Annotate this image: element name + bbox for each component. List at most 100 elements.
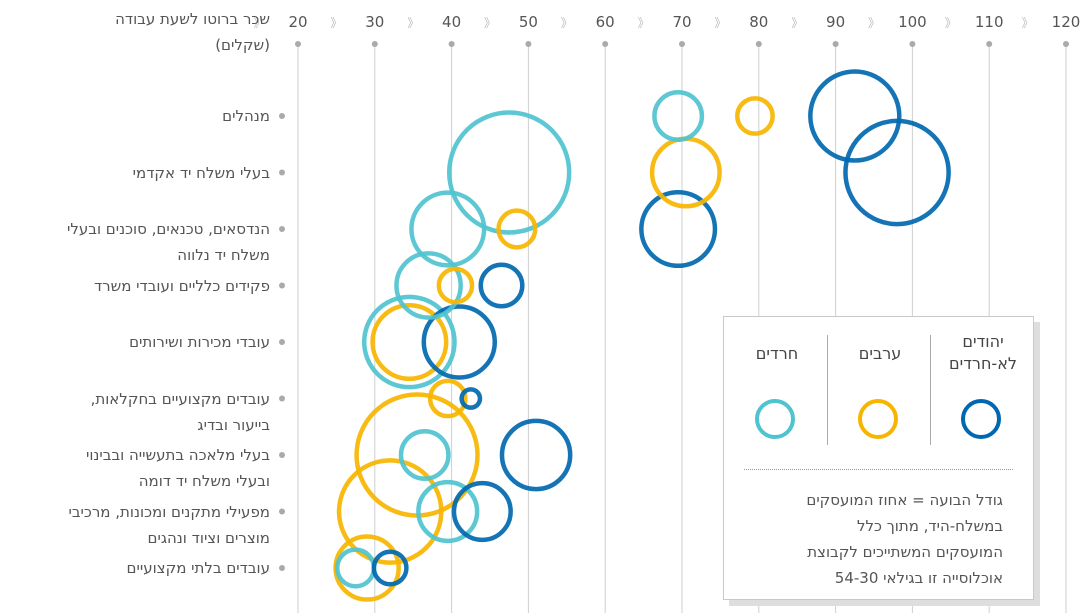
legend-item-non-haredi-jews: יהודים לא-חרדים <box>933 317 1033 447</box>
bubble <box>808 69 902 163</box>
category-label-line: מפעילי מתקנים ומכונות, מרכיבי <box>68 502 270 521</box>
category-label-line: עובדי מכירות ושירותים <box>129 333 270 351</box>
tick-dot <box>679 41 685 47</box>
legend-note-line: אוכלוסייה זו בגילאי 54-30 <box>834 569 1003 587</box>
tick-label: 110 <box>975 13 1004 31</box>
category-label-line: הנדסאים, טכנאים, סוכנים ובעלי <box>67 220 270 238</box>
tick-label: 20 <box>288 13 307 31</box>
tick-separator: 》 <box>561 16 573 30</box>
tick-dot <box>295 41 301 47</box>
tick-label: 30 <box>365 13 384 31</box>
category-label: מנהלים <box>222 103 270 129</box>
category-label-line: פקידים כלליים ועובדי משרד <box>93 276 270 295</box>
bubble <box>436 266 475 305</box>
bubbles <box>333 69 951 602</box>
bubble <box>843 118 951 227</box>
bubble <box>478 262 525 309</box>
category-label-line: עובדים מקצועיים בחקלאות, <box>90 389 270 408</box>
tick-separator: 》 <box>484 16 496 30</box>
category-label-line: בייעור ובדיג <box>197 415 270 434</box>
bubble <box>335 547 377 589</box>
category-dot <box>279 508 285 515</box>
legend-ring-arabs <box>858 399 898 439</box>
bubble <box>398 429 451 481</box>
legend-label-non-haredi-jews: יהודים לא-חרדים <box>933 331 1033 375</box>
category-dot <box>279 452 285 458</box>
tick-label: 70 <box>672 13 691 31</box>
legend-label-line: יהודים <box>962 332 1004 351</box>
category-label: בעלי משלח יד אקדמי <box>133 160 270 186</box>
category-dot <box>279 395 285 402</box>
tick-separator: 》 <box>254 16 266 30</box>
tick-dot <box>448 41 455 47</box>
tick-label: 90 <box>826 13 845 31</box>
legend-label-arabs: ערבים <box>858 344 902 363</box>
category-label-line: משלח יד נלווה <box>177 246 270 264</box>
x-axis-title-line2: (שקלים) <box>215 36 270 54</box>
tick-dot <box>755 41 762 47</box>
tick-separator: 》 <box>1022 16 1034 30</box>
tick-separator: 》 <box>791 16 803 30</box>
legend-divider <box>744 469 1013 470</box>
legend-note-line: גודל הבועה = אחוז המועסקים <box>806 491 1003 509</box>
bubble <box>421 304 498 380</box>
tick-dot <box>602 41 609 47</box>
tick-label: 100 <box>898 13 927 31</box>
category-label: הנדסאים, טכנאים, סוכנים ובעלי משלח יד נלו… <box>67 216 270 268</box>
tick-separator: 》 <box>330 16 342 30</box>
tick-dot <box>525 41 532 47</box>
category-label-line: מוצרים וציוד ונהגים <box>147 528 270 547</box>
legend-ring-non-haredi-jews <box>961 399 1001 439</box>
legend-label-line: לא-חרדים <box>949 354 1017 373</box>
category-label: עובדים בלתי מקצועיים <box>127 555 270 581</box>
bubble <box>394 251 463 320</box>
bubble <box>652 90 705 142</box>
bubble <box>361 294 457 390</box>
category-label-line: מנהלים <box>222 107 270 125</box>
legend-item-haredim: חרדים <box>727 317 827 447</box>
legend: יהודים לא-חרדים ערבים חרדים גודל הבועה =… <box>723 316 1034 600</box>
legend-item-arabs: ערבים <box>830 317 930 447</box>
legend-note: גודל הבועה = אחוז המועסקים במשלח-היד, מת… <box>753 487 1003 591</box>
x-axis-title-line1: שכר ברוטו לשעת עבודה <box>115 10 270 28</box>
tick-separator: 》 <box>945 16 957 30</box>
legend-note-line: המועסקים המשתייכים לקבוצת <box>807 543 1003 561</box>
legend-note-line: במשלח-היד, מתוך כלל <box>856 517 1003 535</box>
category-label: פקידים כלליים ועובדי משרד <box>94 273 270 299</box>
tick-dot <box>832 41 839 47</box>
bubble <box>370 302 449 382</box>
tick-label: 50 <box>519 13 538 31</box>
bubble <box>459 387 483 410</box>
x-axis-title: שכר ברוטו לשעת עבודה (שקלים) <box>115 6 270 58</box>
bubble <box>333 534 401 602</box>
bubble <box>336 458 444 565</box>
category-markers <box>279 113 285 571</box>
category-dot <box>279 282 285 289</box>
tick-label: 60 <box>596 13 615 31</box>
category-dot <box>279 169 285 176</box>
category-label-line: בעלי מלאכה בתעשייה ובבינוי <box>85 446 270 464</box>
bubble <box>451 480 513 543</box>
bubble <box>371 549 409 587</box>
category-label-line: ובעלי משלח יד דומה <box>138 472 270 490</box>
category-dot <box>279 113 285 119</box>
tick-label: 40 <box>442 13 461 31</box>
bubble <box>446 110 572 235</box>
tick-label: 80 <box>749 13 768 31</box>
legend-separator <box>930 335 931 445</box>
tick-dot <box>1063 41 1069 47</box>
tick-label: 120 <box>1052 13 1081 31</box>
x-axis-ticks: 20 》 30 》 40 》 50 》 60 》 70 》 80 》 90 》 100 》 110 》 120 》 <box>254 13 1081 47</box>
tick-separator: 》 <box>868 16 880 30</box>
category-label-line: בעלי משלח יד אקדמי <box>132 163 270 182</box>
tick-dot <box>909 41 916 47</box>
bubble <box>416 479 480 544</box>
bubble <box>427 378 468 419</box>
legend-label-haredim: חרדים <box>755 344 799 363</box>
tick-dot <box>986 41 993 47</box>
tick-dot <box>371 41 378 47</box>
category-dot <box>279 339 285 345</box>
category-label-line: עובדים בלתי מקצועיים <box>126 559 270 577</box>
category-dot <box>279 226 285 232</box>
